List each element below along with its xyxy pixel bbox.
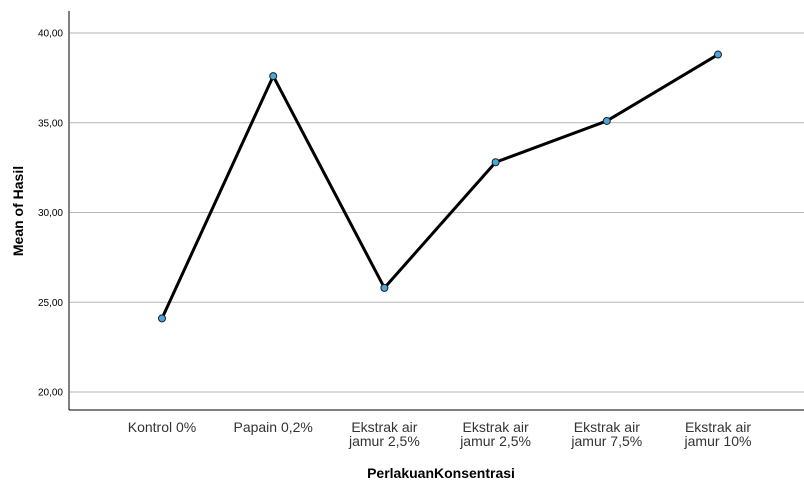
data-point <box>380 283 389 292</box>
y-tick-label: 30,00 <box>38 208 63 219</box>
x-tick-label: jamur 2,5% <box>348 433 420 449</box>
data-point <box>491 158 500 167</box>
data-point <box>158 314 166 323</box>
x-tick-label: Papain 0,2% <box>233 419 312 435</box>
data-point <box>714 50 722 59</box>
series-line-path <box>160 53 720 320</box>
y-tick-label: 20,00 <box>38 388 63 399</box>
y-axis-title: Mean of Hasil <box>10 166 26 256</box>
x-tick-label: Ekstrak air <box>351 419 417 435</box>
data-point <box>269 72 278 81</box>
x-axis-title: PerlakuanKonsentrasi <box>367 465 515 481</box>
x-tick-label: jamur 10% <box>684 433 752 449</box>
y-tick-label: 40,00 <box>38 29 63 40</box>
data-point <box>602 116 611 125</box>
y-tick-label: 35,00 <box>38 118 63 129</box>
x-tick-label: Kontrol 0% <box>128 419 196 435</box>
data-points <box>158 50 722 323</box>
x-tick-label: Ekstrak air <box>685 419 751 435</box>
y-tick-label: 25,00 <box>38 298 63 309</box>
x-tick-label: Ekstrak air <box>463 419 529 435</box>
gridlines <box>70 32 804 393</box>
x-tick-label: Ekstrak air <box>574 419 640 435</box>
x-tick-label: jamur 7,5% <box>570 433 642 449</box>
series-line <box>160 53 720 320</box>
x-tick-label: jamur 2,5% <box>459 433 531 449</box>
y-tick-labels: 20,00 25,00 30,00 35,00 40,00 <box>38 29 63 399</box>
